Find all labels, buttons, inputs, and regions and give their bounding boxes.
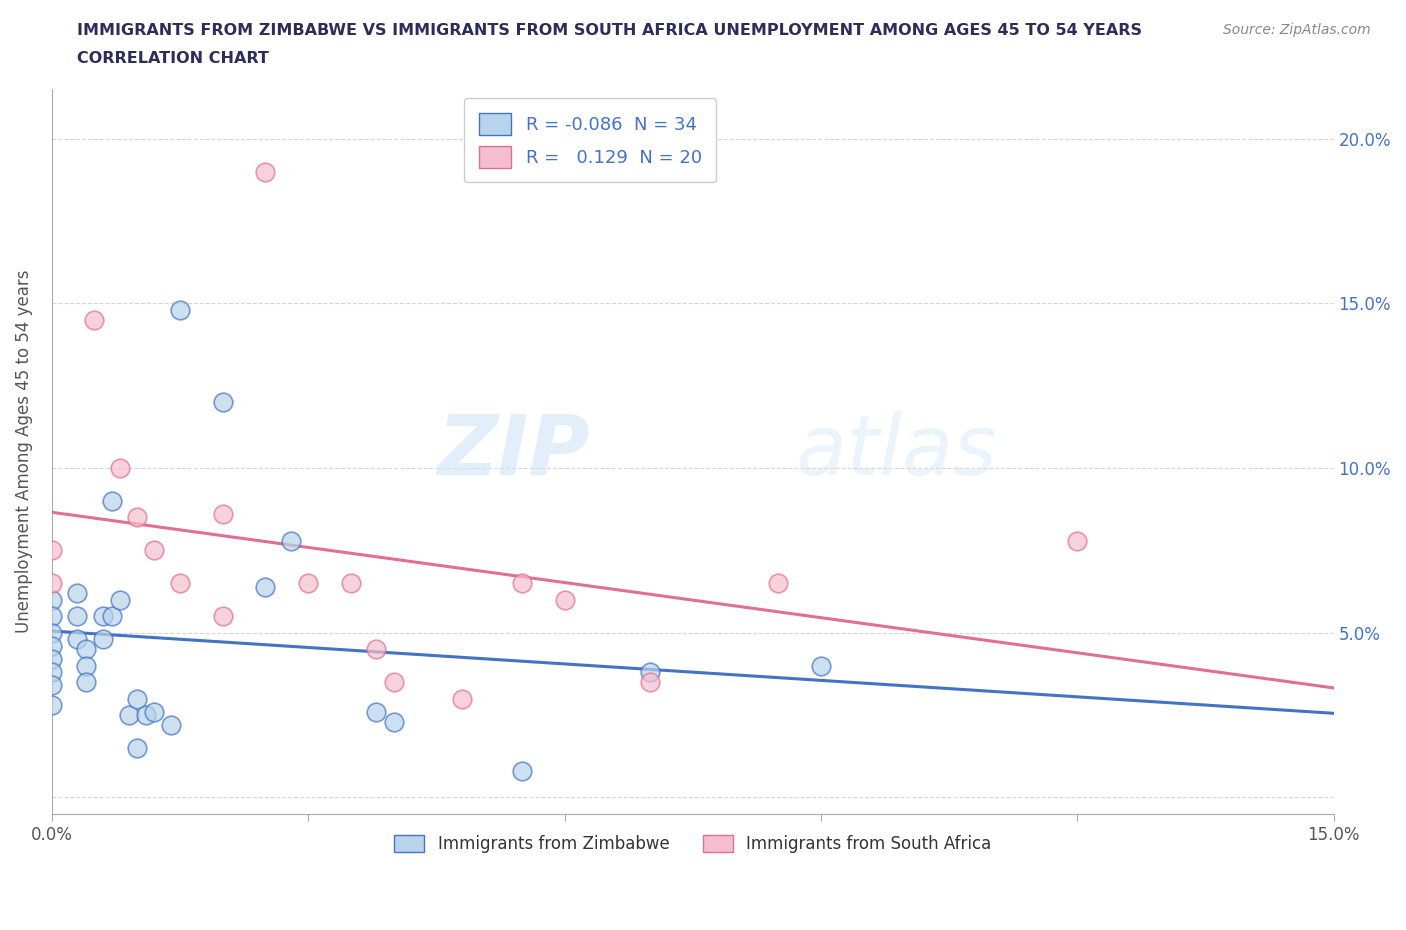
Point — [41, 592, 63, 607]
Point — [1066, 533, 1088, 548]
Point — [143, 543, 166, 558]
Point — [41, 625, 63, 640]
Point — [41, 678, 63, 693]
Point — [66, 609, 89, 624]
Point — [510, 764, 533, 778]
Point — [280, 533, 302, 548]
Text: atlas: atlas — [796, 411, 997, 492]
Point — [41, 698, 63, 712]
Point — [41, 639, 63, 654]
Point — [160, 717, 183, 732]
Point — [91, 609, 114, 624]
Point — [75, 658, 97, 673]
Text: CORRELATION CHART: CORRELATION CHART — [77, 51, 269, 66]
Point — [108, 460, 131, 475]
Point — [100, 609, 122, 624]
Point — [638, 674, 661, 689]
Point — [340, 576, 363, 591]
Y-axis label: Unemployment Among Ages 45 to 54 years: Unemployment Among Ages 45 to 54 years — [15, 270, 32, 633]
Point — [254, 165, 277, 179]
Point — [127, 740, 149, 755]
Point — [41, 576, 63, 591]
Point — [66, 631, 89, 646]
Point — [451, 691, 474, 706]
Point — [41, 665, 63, 680]
Point — [143, 704, 166, 719]
Point — [510, 576, 533, 591]
Point — [169, 302, 191, 317]
Point — [382, 714, 405, 729]
Point — [366, 642, 388, 657]
Text: IMMIGRANTS FROM ZIMBABWE VS IMMIGRANTS FROM SOUTH AFRICA UNEMPLOYMENT AMONG AGES: IMMIGRANTS FROM ZIMBABWE VS IMMIGRANTS F… — [77, 23, 1142, 38]
Point — [211, 609, 233, 624]
Point — [127, 510, 149, 525]
Point — [127, 691, 149, 706]
Point — [553, 592, 575, 607]
Point — [135, 708, 157, 723]
Point — [211, 394, 233, 409]
Point — [75, 642, 97, 657]
Point — [75, 674, 97, 689]
Point — [66, 586, 89, 601]
Point — [766, 576, 789, 591]
Point — [169, 576, 191, 591]
Point — [41, 543, 63, 558]
Point — [211, 507, 233, 522]
Point — [254, 579, 277, 594]
Point — [118, 708, 141, 723]
Point — [638, 665, 661, 680]
Point — [297, 576, 319, 591]
Point — [382, 674, 405, 689]
Text: Source: ZipAtlas.com: Source: ZipAtlas.com — [1223, 23, 1371, 37]
Point — [83, 312, 105, 327]
Legend: Immigrants from Zimbabwe, Immigrants from South Africa: Immigrants from Zimbabwe, Immigrants fro… — [388, 829, 998, 860]
Text: ZIP: ZIP — [437, 411, 591, 492]
Point — [41, 609, 63, 624]
Point — [810, 658, 832, 673]
Point — [41, 652, 63, 667]
Point — [91, 631, 114, 646]
Point — [108, 592, 131, 607]
Point — [366, 704, 388, 719]
Point — [100, 494, 122, 509]
